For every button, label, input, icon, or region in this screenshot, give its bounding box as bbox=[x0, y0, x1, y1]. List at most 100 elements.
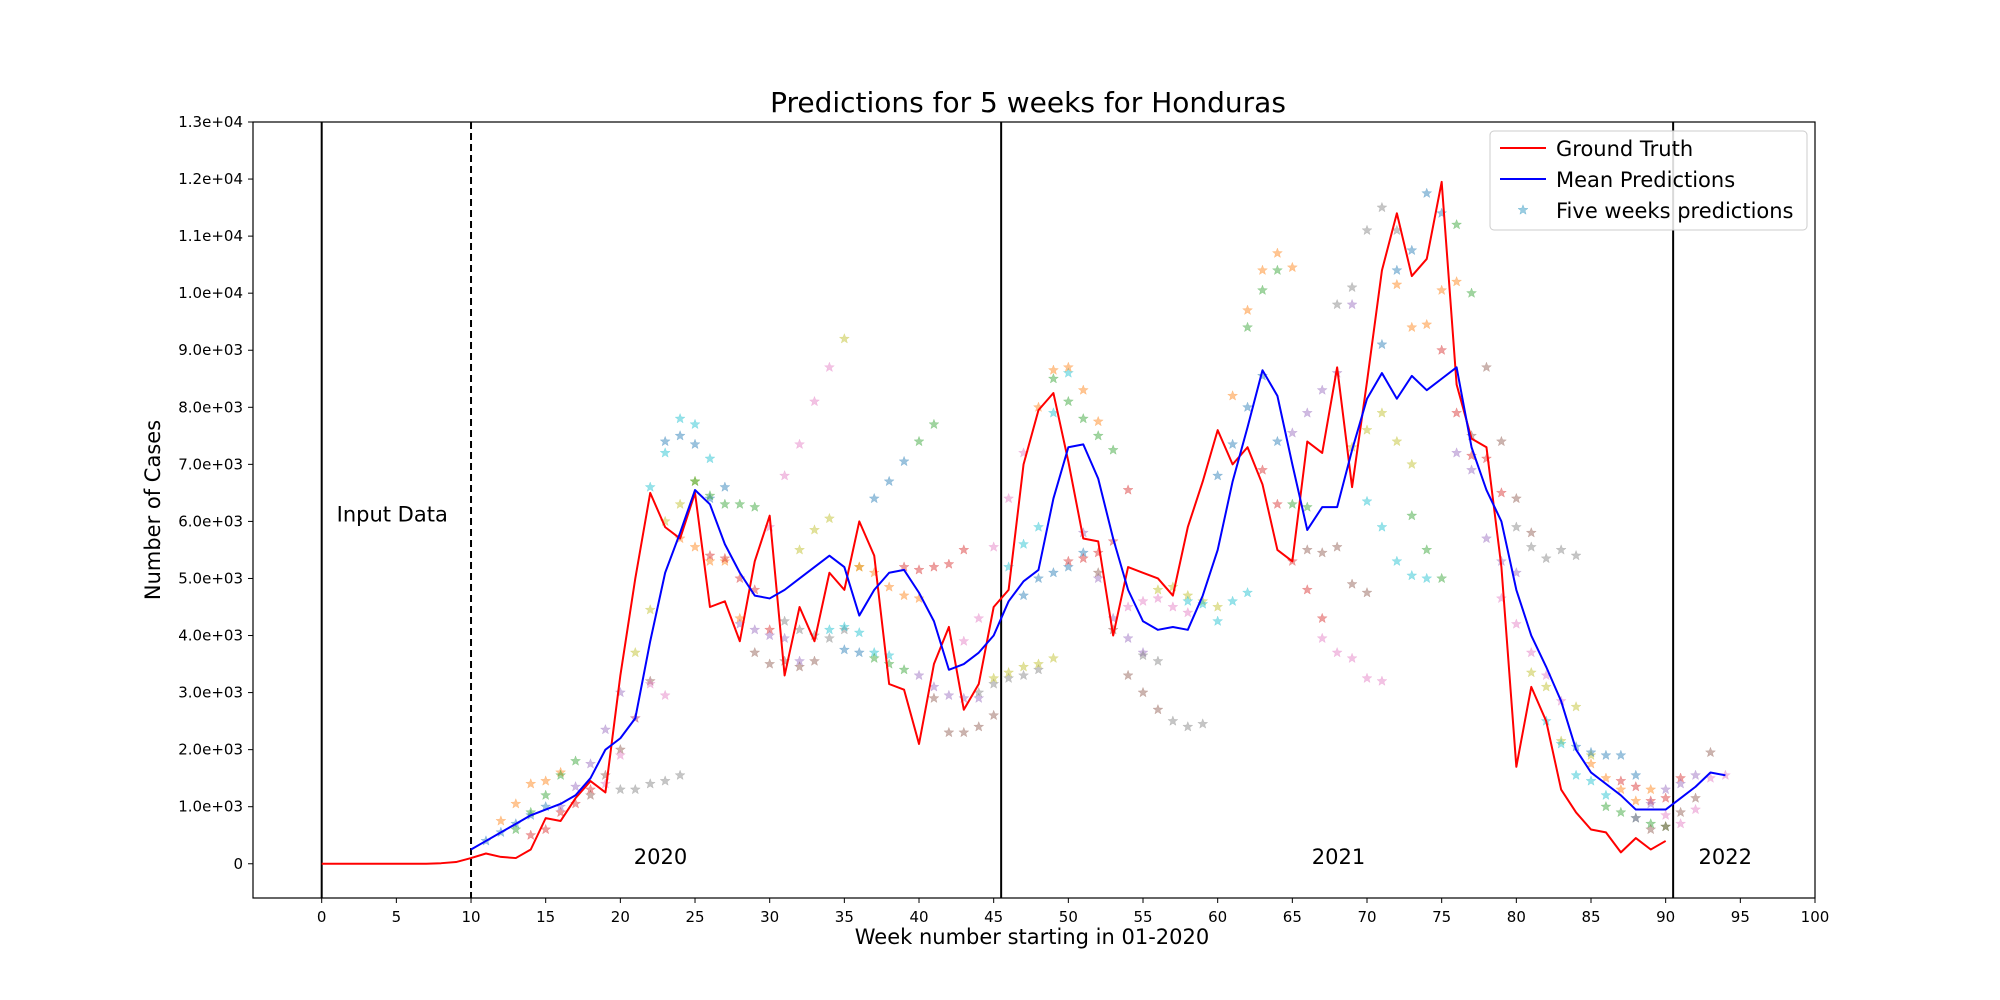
prediction-point bbox=[734, 498, 746, 510]
prediction-point bbox=[1167, 601, 1179, 612]
prediction-point bbox=[1002, 666, 1015, 678]
prediction-point bbox=[659, 447, 671, 458]
prediction-point bbox=[868, 566, 880, 578]
prediction-point bbox=[764, 623, 776, 635]
prediction-point bbox=[569, 755, 582, 766]
prediction-point bbox=[1346, 652, 1358, 664]
prediction-point bbox=[764, 629, 776, 641]
prediction-point bbox=[1510, 618, 1522, 629]
x-tick-label: 95 bbox=[1731, 908, 1750, 926]
prediction-point bbox=[644, 777, 656, 789]
prediction-point bbox=[1152, 583, 1164, 595]
prediction-point bbox=[1674, 806, 1687, 818]
prediction-point bbox=[1301, 407, 1313, 418]
prediction-point bbox=[1465, 464, 1478, 475]
prediction-point bbox=[1645, 823, 1657, 835]
prediction-point bbox=[644, 603, 656, 615]
y-tick-label: 1.3e+04 bbox=[178, 113, 243, 131]
prediction-point bbox=[988, 672, 1000, 684]
prediction-point bbox=[1361, 495, 1373, 507]
prediction-point bbox=[1137, 595, 1149, 607]
prediction-point bbox=[1421, 572, 1433, 584]
prediction-point bbox=[510, 797, 522, 809]
x-tick-label: 30 bbox=[760, 908, 779, 926]
prediction-point bbox=[1316, 384, 1328, 395]
prediction-point bbox=[1346, 281, 1358, 293]
prediction-point bbox=[1092, 546, 1104, 558]
prediction-point bbox=[1077, 412, 1089, 424]
x-tick-label: 45 bbox=[984, 908, 1003, 926]
prediction-point bbox=[704, 492, 716, 504]
prediction-point bbox=[838, 643, 850, 655]
prediction-point bbox=[659, 689, 671, 701]
prediction-point bbox=[1226, 438, 1239, 450]
prediction-point bbox=[1331, 298, 1343, 310]
y-tick-label: 2.0e+03 bbox=[178, 741, 243, 759]
prediction-point bbox=[808, 395, 821, 407]
prediction-point bbox=[704, 555, 716, 567]
prediction-point bbox=[1480, 361, 1493, 373]
legend-swatch-five-weeks-predictions bbox=[1517, 204, 1529, 215]
prediction-point bbox=[1122, 632, 1134, 644]
prediction-point bbox=[1660, 809, 1672, 821]
prediction-point bbox=[868, 646, 880, 658]
prediction-point bbox=[1689, 803, 1702, 815]
prediction-point bbox=[853, 561, 865, 572]
prediction-point bbox=[1450, 275, 1463, 287]
prediction-point bbox=[1615, 775, 1627, 786]
prediction-point bbox=[1002, 492, 1015, 504]
prediction-point bbox=[1421, 544, 1433, 555]
prediction-point bbox=[719, 552, 731, 564]
prediction-point bbox=[1660, 783, 1672, 795]
prediction-point bbox=[629, 783, 641, 795]
prediction-point bbox=[1226, 595, 1239, 607]
prediction-point bbox=[1122, 669, 1134, 681]
prediction-point bbox=[1256, 264, 1269, 276]
prediction-point bbox=[569, 780, 582, 792]
prediction-point bbox=[898, 589, 910, 601]
x-tick-label: 25 bbox=[685, 908, 704, 926]
prediction-point bbox=[1286, 498, 1298, 510]
prediction-point bbox=[495, 815, 507, 826]
prediction-point bbox=[1316, 632, 1328, 644]
prediction-point bbox=[1585, 758, 1597, 769]
prediction-point bbox=[1421, 318, 1433, 330]
prediction-point bbox=[1122, 484, 1134, 495]
prediction-point bbox=[883, 475, 895, 487]
x-tick-label: 40 bbox=[909, 908, 928, 926]
prediction-point bbox=[1122, 601, 1134, 612]
x-tick-label: 100 bbox=[1801, 908, 1830, 926]
prediction-point bbox=[958, 726, 970, 738]
prediction-point bbox=[584, 789, 597, 801]
prediction-point bbox=[1450, 407, 1463, 418]
prediction-point bbox=[1062, 367, 1074, 378]
prediction-point bbox=[1182, 720, 1194, 732]
prediction-point bbox=[883, 658, 895, 669]
x-tick-label: 85 bbox=[1581, 908, 1600, 926]
x-tick-label: 60 bbox=[1208, 908, 1227, 926]
prediction-point bbox=[1137, 646, 1149, 658]
prediction-point bbox=[1167, 715, 1179, 726]
prediction-point bbox=[1286, 427, 1298, 438]
x-tick-label: 10 bbox=[461, 908, 480, 926]
prediction-point bbox=[1480, 452, 1493, 464]
prediction-point bbox=[1540, 680, 1552, 692]
prediction-point bbox=[1152, 655, 1164, 666]
prediction-point bbox=[1630, 812, 1642, 823]
legend-frame bbox=[1489, 130, 1808, 231]
prediction-point bbox=[913, 669, 925, 681]
prediction-point bbox=[1674, 777, 1687, 789]
prediction-point bbox=[1212, 601, 1224, 612]
prediction-point bbox=[1525, 666, 1537, 678]
y-tick-label: 5.0e+03 bbox=[178, 569, 243, 587]
prediction-point bbox=[1660, 792, 1672, 803]
prediction-point bbox=[764, 658, 776, 669]
prediction-point bbox=[988, 541, 1000, 552]
y-tick-label: 9.0e+03 bbox=[178, 341, 243, 359]
legend-star-marker bbox=[1517, 204, 1529, 215]
prediction-point bbox=[973, 720, 985, 732]
prediction-point bbox=[1615, 806, 1627, 818]
y-axis: 0 1.0e+03 2.0e+03 3.0e+03 4.0e+03 5.0e+03 6.0e… bbox=[178, 113, 253, 873]
prediction-point bbox=[1256, 284, 1269, 296]
prediction-point bbox=[1540, 552, 1552, 564]
